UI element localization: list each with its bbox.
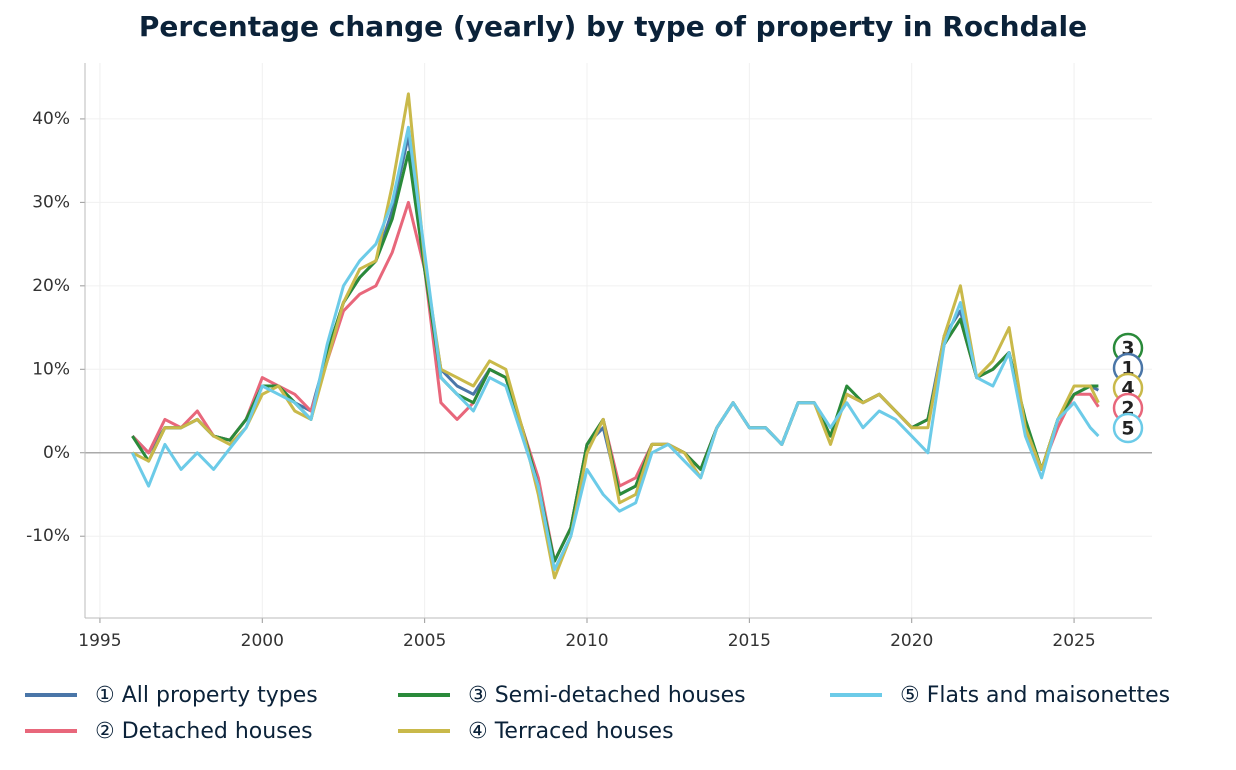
y-tick-label: 20%: [32, 276, 70, 296]
end-label-circle: [1112, 412, 1144, 444]
y-tick-label: 10%: [32, 359, 70, 379]
legend-label: ④ Terraced houses: [468, 719, 674, 744]
x-tick-label: 2010: [565, 631, 608, 651]
y-tick-label: 30%: [32, 192, 70, 212]
series-line: [131, 134, 1100, 563]
end-label: 5: [1121, 418, 1134, 440]
y-tick-label: 0%: [43, 443, 70, 463]
legend-label: ⑤ Flats and maisonettes: [900, 683, 1170, 708]
series-line: [131, 150, 1099, 563]
x-tick-label: 2020: [890, 631, 933, 651]
y-tick-label: 40%: [32, 109, 70, 129]
chart-title: Percentage change (yearly) by type of pr…: [139, 10, 1087, 43]
series-line: [131, 92, 1100, 580]
legend-label: ① All property types: [95, 683, 318, 708]
legend-label: ② Detached houses: [95, 719, 313, 744]
x-tick-label: 1995: [78, 631, 121, 651]
y-tick-label: -10%: [26, 526, 70, 546]
x-tick-label: 2025: [1052, 631, 1095, 651]
x-tick-label: 2000: [241, 631, 284, 651]
legend-label: ③ Semi-detached houses: [468, 683, 746, 708]
series-line: [131, 125, 1100, 572]
x-tick-label: 2015: [728, 631, 771, 651]
x-tick-label: 2005: [403, 631, 446, 651]
